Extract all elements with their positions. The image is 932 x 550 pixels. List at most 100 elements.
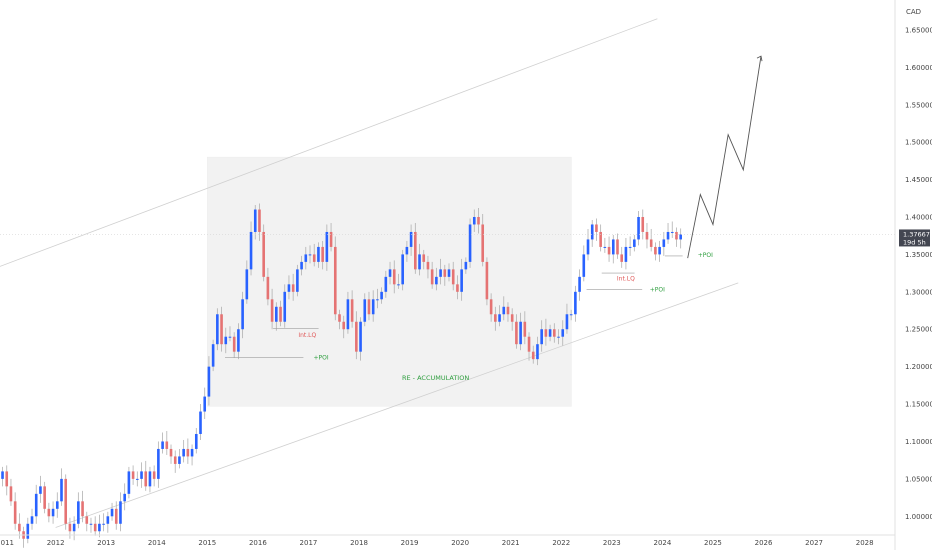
candle-up (72, 523, 76, 532)
candle-up (224, 336, 228, 345)
candle-up (317, 246, 320, 262)
x-tick-label: 2021 (502, 539, 520, 547)
candle-up (561, 329, 565, 337)
candle-down (355, 321, 358, 352)
candle-up (26, 523, 30, 539)
candle-up (384, 276, 388, 292)
candle-down (131, 471, 135, 479)
candle-up (574, 291, 577, 315)
x-tick-label: 2028 (856, 539, 874, 547)
candle-up (611, 239, 615, 255)
x-tick-label: 2026 (755, 539, 773, 547)
candle-down (144, 471, 148, 487)
candle-up (582, 254, 586, 277)
y-tick-label: 1.65000 (905, 26, 932, 34)
y-tick-label: 1.45000 (905, 176, 932, 184)
x-tick-label: 2018 (350, 539, 368, 547)
candle-up (190, 448, 194, 457)
y-tick-label: 1.55000 (905, 101, 932, 109)
candle-down (291, 284, 295, 292)
candle-down (338, 314, 341, 322)
candle-up (199, 411, 202, 434)
candle-up (666, 231, 670, 240)
candle-up (34, 493, 38, 517)
candle-up (136, 478, 139, 480)
channel-lower-line (55, 282, 739, 528)
candle-up (308, 254, 312, 256)
candle-down (5, 471, 9, 487)
candle-up (325, 231, 329, 262)
candle-up (123, 493, 126, 502)
candle-down (531, 351, 535, 360)
x-tick-label: 2020 (451, 539, 469, 547)
candle-up (363, 299, 367, 322)
x-tick-label: 2025 (704, 539, 722, 547)
candle-up (371, 299, 375, 315)
candle-down (456, 284, 459, 292)
projection-line (687, 56, 762, 259)
candle-up (119, 501, 122, 524)
candle-down (616, 239, 619, 255)
candle-down (426, 261, 430, 270)
candle-up (569, 314, 573, 316)
candle-up (106, 516, 110, 524)
candle-up (435, 276, 438, 285)
projection-arrow-icon (756, 55, 763, 62)
x-tick-label: 2011 (0, 539, 14, 547)
time-axis[interactable]: 2011 2012 2013 2014 2015 2016 2017 2018 2019 2020… (0, 539, 874, 547)
candle-down (367, 299, 371, 315)
candle-up (464, 261, 468, 270)
candle-up (637, 216, 640, 240)
candle-up (182, 448, 185, 457)
level-lines (225, 255, 683, 358)
candle-up (157, 448, 160, 479)
candle-up (519, 321, 522, 345)
candle-up (376, 299, 379, 301)
candle-up (536, 344, 539, 360)
candle-up (110, 508, 114, 517)
poi-label: +POI (650, 287, 665, 294)
candle-down (523, 321, 527, 337)
candle-down (342, 321, 346, 330)
candle-down (312, 254, 316, 262)
candle-up (401, 254, 404, 285)
price-axis[interactable]: 1.65000 1.60000 1.55000 1.50000 1.45000 1.400… (905, 26, 932, 520)
y-tick-label: 1.20000 (905, 363, 932, 371)
candle-down (607, 246, 611, 255)
candle-down (186, 448, 190, 457)
candle-up (662, 239, 666, 247)
candle-up (586, 239, 590, 255)
x-tick-label: 2012 (47, 539, 65, 547)
candle-up (207, 366, 211, 397)
candle-down (595, 224, 598, 232)
candle-up (502, 306, 506, 315)
candle-up (127, 471, 131, 494)
candle-up (89, 523, 93, 525)
candle-up (161, 441, 164, 449)
channel-upper-line (0, 18, 658, 267)
candle-down (350, 299, 354, 322)
accumulation-range (207, 156, 572, 407)
candle-up (203, 396, 207, 412)
candle-up (300, 261, 303, 270)
candle-down (279, 306, 282, 322)
candle-up (472, 216, 476, 225)
candle-down (489, 299, 493, 315)
poi-label: +POI (314, 355, 329, 362)
x-tick-label: 2015 (198, 539, 216, 547)
candle-up (287, 284, 291, 292)
candle-down (599, 231, 602, 247)
candle-up (283, 291, 287, 322)
candle-down (645, 231, 649, 240)
candle-down (620, 254, 624, 262)
candles (1, 203, 682, 548)
candle-up (447, 269, 451, 277)
candle-up (578, 276, 581, 292)
candle-up (548, 329, 552, 337)
candle-up (1, 471, 4, 479)
candle-up (30, 516, 34, 524)
int-lq-label: Int.LQ (298, 332, 316, 339)
